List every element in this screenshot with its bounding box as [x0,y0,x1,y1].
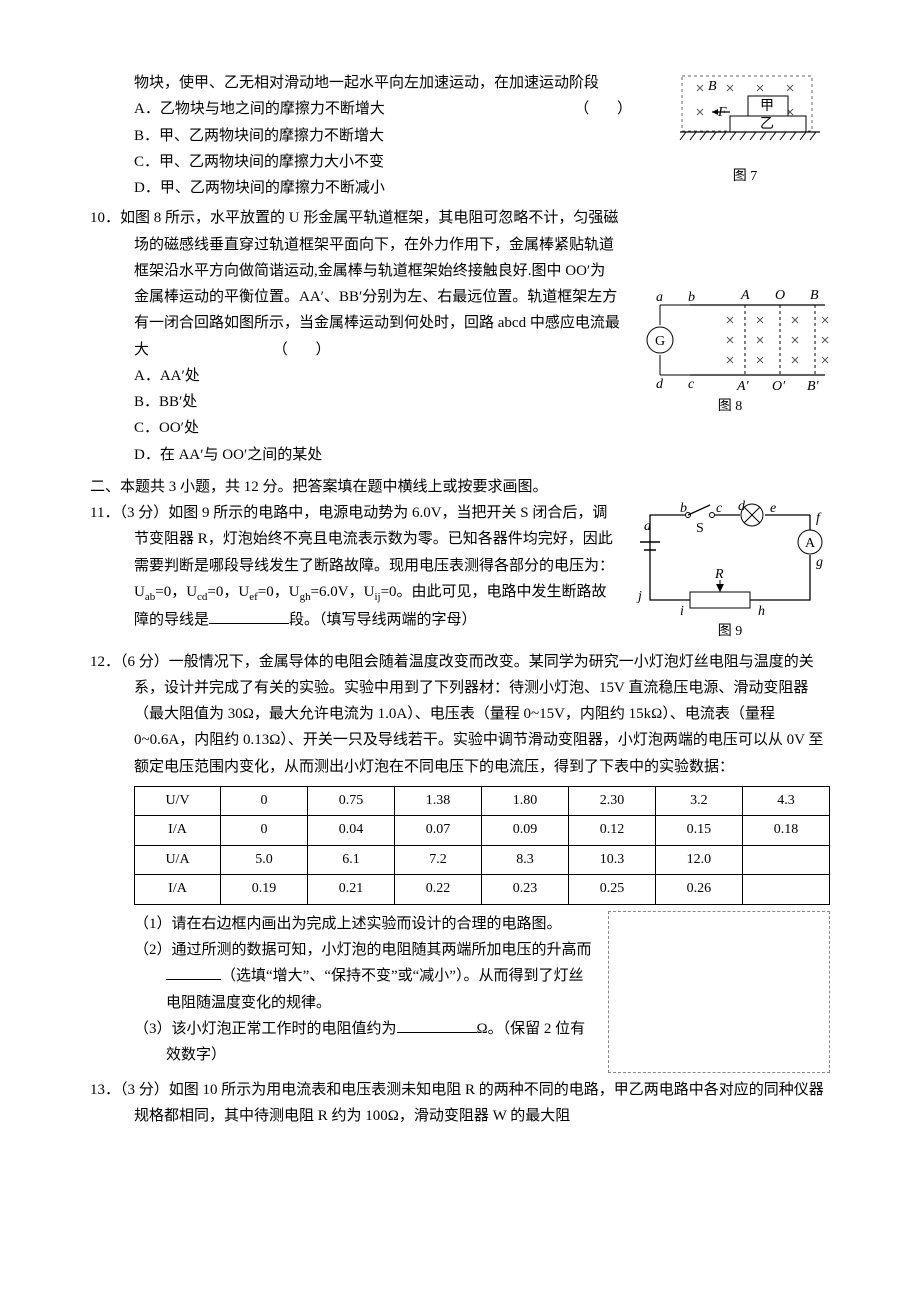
table-cell: 1.38 [394,786,481,816]
table-cell: 0.07 [394,816,481,846]
q12: 12．（6 分）一般情况下，金属导体的电阻会随着温度改变而改变。某同学为研究一小… [90,649,830,1073]
q12-drawing-box[interactable] [608,911,830,1073]
table-cell: 7.2 [394,845,481,875]
q13-num: 13． [90,1082,120,1098]
q12-num: 12． [90,654,120,670]
figure-8: G a b c d A O B A′ O′ B′ 图 8 [630,285,830,420]
svg-text:A: A [740,288,750,303]
q12-text: （6 分）一般情况下，金属导体的电阻会随着温度改变而改变。某同学为研究一小灯泡灯… [120,654,823,775]
svg-text:a: a [644,519,651,534]
svg-text:c: c [688,377,695,392]
svg-text:d: d [656,377,664,392]
table-cell: 0.25 [568,875,655,905]
q12-body: 12．（6 分）一般情况下，金属导体的电阻会随着温度改变而改变。某同学为研究一小… [90,649,830,780]
svg-text:O: O [775,288,785,303]
q11-num: 11． [90,505,119,521]
table-cell: 1.80 [481,786,568,816]
svg-text:g: g [816,555,823,570]
q9-text: 物块，使甲、乙无相对滑动地一起水平向左加速运动，在加速运动阶段 [134,75,599,91]
q9-continuation: B F 甲 乙 图 7 物块，使甲、乙无相对滑动地一起水平向左加速运动，在加速运… [90,70,830,201]
fig9-caption: 图 9 [630,620,830,645]
table-cell: 0.12 [568,816,655,846]
q11-blank[interactable] [209,608,289,624]
table-cell: 10.3 [568,845,655,875]
fig7-caption: 图 7 [660,165,830,190]
table-cell: 0.18 [742,816,829,846]
table-cell: 8.3 [481,845,568,875]
table-cell: U/V [135,786,221,816]
q10: G a b c d A O B A′ O′ B′ 图 8 10．如图 8 所示，… [90,205,830,468]
svg-text:c: c [716,501,723,516]
q11: A R a b c d e f g h i j S 图 9 11．（3 分）如图… [90,500,830,645]
svg-text:A′: A′ [736,379,750,394]
svg-text:d: d [738,500,746,514]
table-cell: 0.15 [655,816,742,846]
svg-text:A: A [805,536,816,551]
table-cell: 0.22 [394,875,481,905]
table-cell: 0.21 [308,875,395,905]
table-cell: I/A [135,816,221,846]
table-cell: 3.2 [655,786,742,816]
table-cell: 5.0 [221,845,308,875]
svg-text:甲: 甲 [760,99,774,114]
svg-text:e: e [770,501,776,516]
svg-text:G: G [655,334,665,349]
table-cell: 12.0 [655,845,742,875]
q10-opt-d: D．在 AA′与 OO′之间的某处 [134,442,830,468]
q12-table-wrap: U/V00.751.381.802.303.24.3I/A00.040.070.… [134,786,830,905]
table-cell: I/A [135,875,221,905]
svg-text:乙: 乙 [760,116,774,132]
svg-text:h: h [758,604,765,619]
svg-text:O′: O′ [772,379,786,394]
table-cell: 0.04 [308,816,395,846]
table-cell: 0.23 [481,875,568,905]
section-2-header: 二、本题共 3 小题，共 12 分。把答案填在题中横线上或按要求画图。 [90,474,830,500]
svg-text:b: b [688,290,695,305]
q9-paren: （ ） [574,96,644,122]
q10-num: 10． [90,210,120,226]
table-cell [742,845,829,875]
svg-text:F: F [717,105,727,120]
q10-text: 如图 8 所示，水平放置的 U 形金属平轨道框架，其电阻可忽略不计，匀强磁场的磁… [120,210,620,357]
fig8-svg: G a b c d A O B A′ O′ B′ [630,285,830,395]
fig9-svg: A R a b c d e f g h i j S [630,500,830,620]
table-cell: 0 [221,786,308,816]
table-cell: 2.30 [568,786,655,816]
svg-text:j: j [636,589,642,604]
table-cell: 0.19 [221,875,308,905]
q12-subs: （1）请在右边框内画出为完成上述实验而设计的合理的电路图。 （2）通过所测的数据… [134,911,830,1073]
q12-blank-2[interactable] [166,964,221,980]
svg-text:B′: B′ [807,379,820,394]
table-cell: 0.09 [481,816,568,846]
svg-text:S: S [696,521,704,536]
table-cell: U/A [135,845,221,875]
svg-text:a: a [656,290,663,305]
q9-body: 物块，使甲、乙无相对滑动地一起水平向左加速运动，在加速运动阶段 （ ） [134,70,830,96]
table-cell [742,875,829,905]
q13: 13．（3 分）如图 10 所示为用电流表和电压表测未知电阻 R 的两种不同的电… [90,1077,830,1130]
svg-text:i: i [680,604,684,619]
table-cell: 6.1 [308,845,395,875]
svg-text:B: B [810,288,819,303]
svg-text:R: R [714,567,724,582]
q13-text: （3 分）如图 10 所示为用电流表和电压表测未知电阻 R 的两种不同的电路，甲… [120,1082,824,1124]
table-cell: 0.26 [655,875,742,905]
figure-9: A R a b c d e f g h i j S 图 9 [630,500,830,645]
q12-blank-3[interactable] [397,1017,477,1033]
q10-paren: （ ） [273,342,343,358]
table-cell: 0 [221,816,308,846]
table-cell: 4.3 [742,786,829,816]
table-cell: 0.75 [308,786,395,816]
q13-body: 13．（3 分）如图 10 所示为用电流表和电压表测未知电阻 R 的两种不同的电… [90,1077,830,1130]
fig8-caption: 图 8 [630,395,830,420]
svg-text:b: b [680,501,687,516]
q12-table: U/V00.751.381.802.303.24.3I/A00.040.070.… [134,786,830,905]
svg-text:f: f [816,511,822,526]
